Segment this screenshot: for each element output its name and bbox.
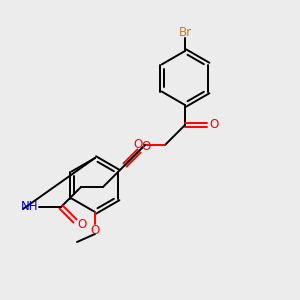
Text: O: O [141,140,151,154]
Text: O: O [209,118,219,131]
Text: O: O [134,139,142,152]
Text: O: O [77,218,87,232]
Text: O: O [90,224,100,236]
Text: Br: Br [178,26,192,38]
Text: NH: NH [21,200,39,214]
